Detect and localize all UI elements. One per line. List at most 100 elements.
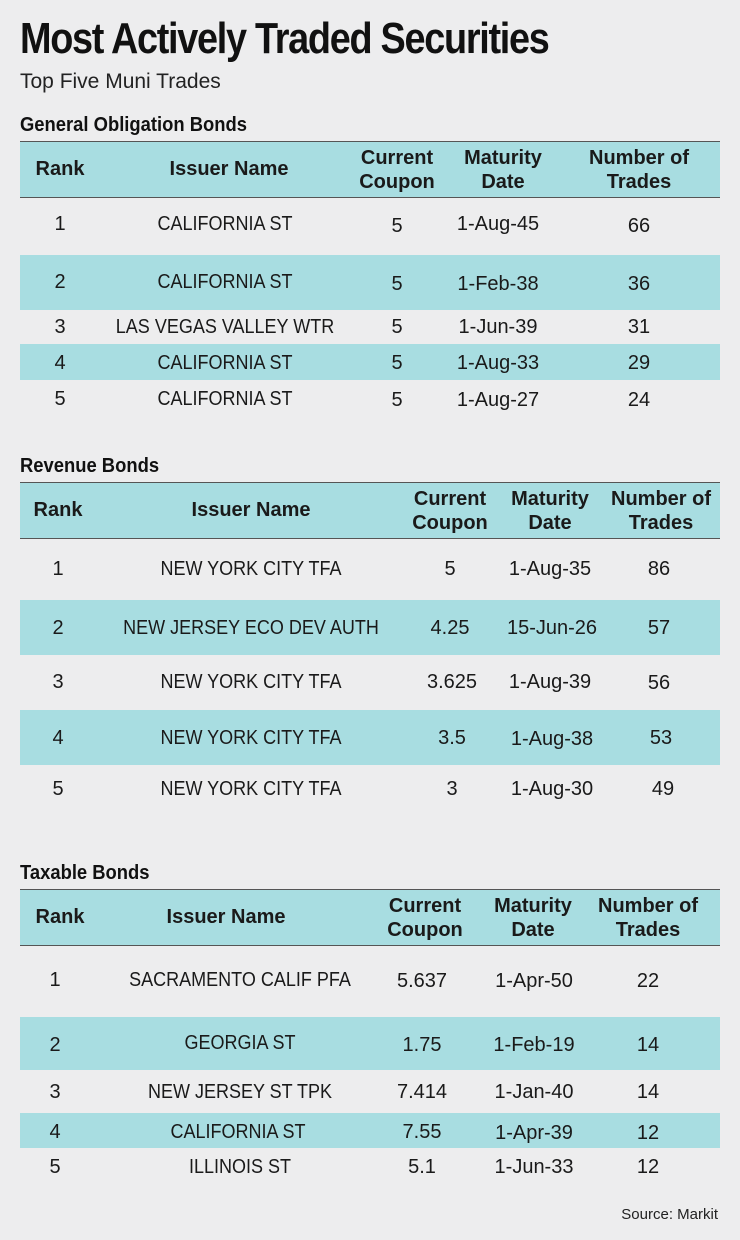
cell-trades: 36 <box>627 273 651 295</box>
cell-rank: 3 <box>54 316 66 338</box>
row-stripe <box>20 255 720 310</box>
cell-issuer: NEW JERSEY ECO DEV AUTH <box>123 617 379 639</box>
cell-maturity: 1-Aug-27 <box>456 389 540 411</box>
cell-rank: 1 <box>52 558 64 580</box>
header-coupon-line1: Current <box>360 147 434 169</box>
cell-maturity: 1-Apr-39 <box>495 1122 573 1144</box>
header-trades-line2: Trades <box>606 171 672 193</box>
cell-issuer: GEORGIA ST <box>184 1032 296 1054</box>
cell-trades: 14 <box>636 1081 660 1103</box>
cell-rank: 4 <box>52 727 64 749</box>
cell-maturity: 1-Jun-39 <box>458 316 538 338</box>
cell-coupon: 5 <box>391 316 403 338</box>
cell-coupon: 5 <box>391 352 403 374</box>
cell-trades: 14 <box>636 1034 660 1056</box>
cell-trades: 49 <box>651 778 675 800</box>
header-coupon-line2: Coupon <box>387 919 463 941</box>
source-credit: Source: Markit <box>621 1206 718 1223</box>
cell-coupon: 5 <box>444 558 456 580</box>
header-trades-line2: Trades <box>628 512 694 534</box>
header-trades-line1: Number of <box>598 895 698 917</box>
cell-maturity: 1-Feb-19 <box>493 1034 575 1056</box>
cell-rank: 3 <box>49 1081 61 1103</box>
table-header-general-obligation <box>20 141 720 198</box>
cell-issuer: LAS VEGAS VALLEY WTR <box>115 316 335 338</box>
cell-trades: 12 <box>636 1156 660 1178</box>
cell-rank: 3 <box>52 671 64 693</box>
cell-issuer: CALIFORNIA ST <box>157 388 293 410</box>
cell-trades: 24 <box>627 389 651 411</box>
cell-rank: 5 <box>54 388 66 410</box>
header-coupon-line1: Current <box>388 895 462 917</box>
cell-rank: 1 <box>54 213 66 235</box>
cell-trades: 56 <box>647 672 671 694</box>
cell-coupon: 3.5 <box>438 727 466 749</box>
table-header-revenue <box>20 482 720 539</box>
header-coupon-line2: Coupon <box>412 512 488 534</box>
cell-trades: 57 <box>647 617 671 639</box>
cell-coupon: 7.414 <box>396 1081 448 1103</box>
cell-maturity: 1-Jun-33 <box>494 1156 574 1178</box>
row-stripe <box>20 344 720 380</box>
cell-coupon: 5.1 <box>408 1156 436 1178</box>
header-trades-line1: Number of <box>611 488 711 510</box>
cell-rank: 4 <box>49 1121 61 1143</box>
header-maturity-line1: Maturity <box>494 895 572 917</box>
cell-maturity: 1-Feb-38 <box>457 273 539 295</box>
cell-trades: 12 <box>636 1122 660 1144</box>
cell-rank: 1 <box>49 969 61 991</box>
header-rank: Rank <box>33 499 83 521</box>
header-maturity-line2: Date <box>528 512 572 534</box>
table-header-taxable <box>20 889 720 946</box>
cell-trades: 29 <box>627 352 651 374</box>
cell-coupon: 4.25 <box>430 617 470 639</box>
cell-trades: 22 <box>636 970 660 992</box>
header-maturity-line1: Maturity <box>464 147 542 169</box>
cell-rank: 2 <box>52 617 64 639</box>
cell-maturity: 1-Aug-33 <box>456 352 540 374</box>
page-title: Most Actively Traded Securities <box>20 14 550 63</box>
row-stripe <box>20 1017 720 1070</box>
row-stripe <box>20 1113 720 1148</box>
cell-rank: 5 <box>49 1156 61 1178</box>
header-maturity-line2: Date <box>481 171 525 193</box>
row-stripe <box>20 710 720 765</box>
cell-coupon: 5 <box>391 215 403 237</box>
header-issuer: Issuer Name <box>166 906 286 928</box>
cell-rank: 5 <box>52 778 64 800</box>
cell-issuer: CALIFORNIA ST <box>157 352 293 374</box>
header-issuer: Issuer Name <box>191 499 311 521</box>
header-maturity-line1: Maturity <box>511 488 589 510</box>
header-coupon-line2: Coupon <box>359 171 435 193</box>
page-subtitle: Top Five Muni Trades <box>20 70 221 93</box>
header-coupon-line1: Current <box>413 488 487 510</box>
header-trades-line2: Trades <box>615 919 681 941</box>
cell-coupon: 7.55 <box>402 1121 442 1143</box>
cell-issuer: NEW YORK CITY TFA <box>160 778 342 800</box>
row-stripe <box>20 600 720 655</box>
cell-coupon: 5 <box>391 389 403 411</box>
cell-trades: 66 <box>627 215 651 237</box>
cell-rank: 4 <box>54 352 66 374</box>
cell-coupon: 5 <box>391 273 403 295</box>
cell-trades: 31 <box>627 316 651 338</box>
cell-maturity: 1-Apr-50 <box>495 970 573 992</box>
cell-issuer: ILLINOIS ST <box>188 1156 292 1178</box>
section-title-taxable: Taxable Bonds <box>20 862 150 884</box>
cell-rank: 2 <box>49 1034 61 1056</box>
cell-issuer: NEW YORK CITY TFA <box>160 671 342 693</box>
header-trades-line1: Number of <box>589 147 689 169</box>
cell-maturity: 15-Jun-26 <box>506 617 598 639</box>
cell-maturity: 1-Aug-30 <box>510 778 594 800</box>
cell-rank: 2 <box>54 271 66 293</box>
cell-maturity: 1-Aug-38 <box>510 728 594 750</box>
cell-trades: 53 <box>649 727 673 749</box>
header-maturity-line2: Date <box>511 919 555 941</box>
cell-coupon: 5.637 <box>396 970 448 992</box>
section-title-revenue: Revenue Bonds <box>20 455 160 477</box>
cell-issuer: CALIFORNIA ST <box>157 271 293 293</box>
cell-maturity: 1-Jan-40 <box>494 1081 574 1103</box>
header-issuer: Issuer Name <box>169 158 289 180</box>
cell-coupon: 3 <box>446 778 458 800</box>
cell-coupon: 1.75 <box>402 1034 442 1056</box>
